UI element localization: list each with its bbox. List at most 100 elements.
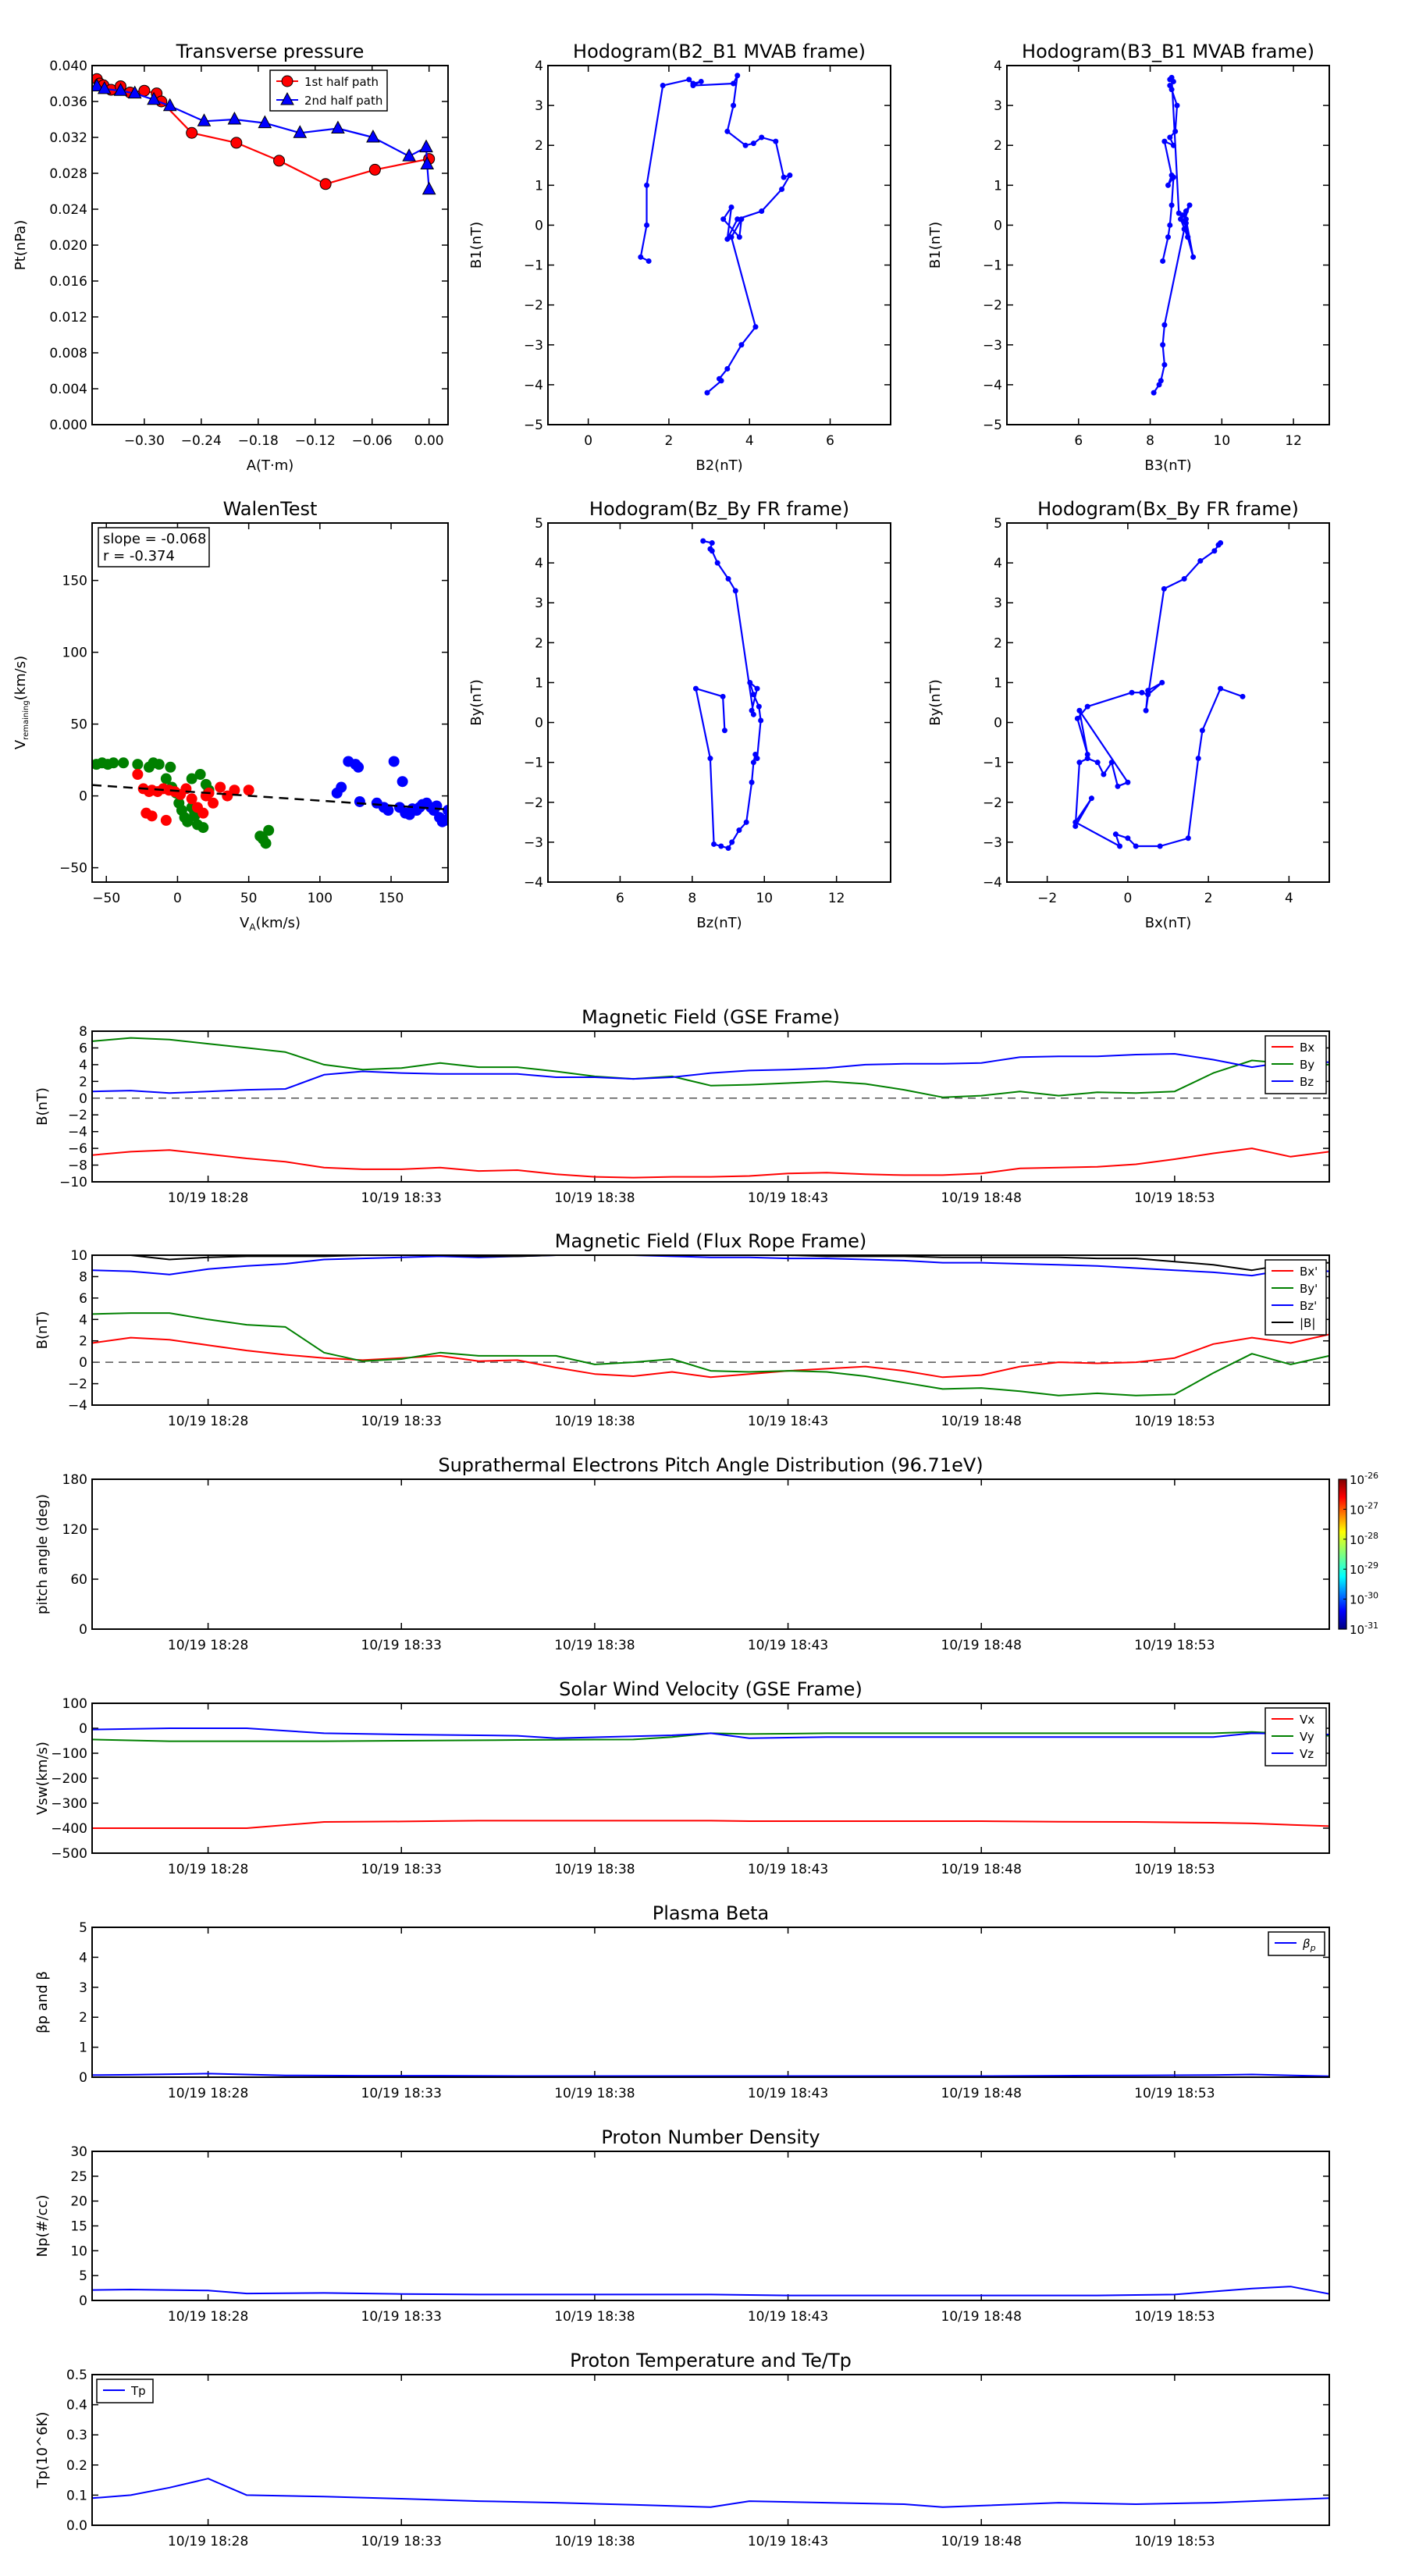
magnetic-field-fr-bx-line (92, 1333, 1329, 1379)
hodogram-b2-b1-series-1-point (728, 234, 735, 240)
y-tick-label: 0.004 (49, 382, 87, 397)
y-tick-label: 0.4 (66, 2398, 87, 2414)
walen-test-series-1-point (197, 822, 209, 834)
magnetic-field-fr-legend: Bx' By' Bz' |B| (1264, 1259, 1327, 1336)
hodogram-b2-b1-series-1-point (724, 236, 731, 242)
proton-temperature-ylabel: Tp(10^6K) (34, 2412, 51, 2489)
y-tick-label: 100 (62, 646, 87, 661)
hodogram-bx-by-series-1-point (1101, 771, 1107, 777)
walen-test-series-3-point (439, 814, 448, 826)
walen-test-series-3-point (353, 761, 365, 773)
hodogram-bx-by-series-1-point (1072, 819, 1079, 825)
hodogram-bx-by-series-1-point (1115, 783, 1121, 789)
walen-test-series-1-point (132, 759, 144, 770)
transverse-pressure-2nd-half-path-point (162, 98, 177, 112)
y-tick-label: 0 (79, 2070, 87, 2086)
hodogram-b3-b1-series-1-point (1160, 258, 1166, 264)
x-tick-label: 10/19 18:53 (1134, 2534, 1215, 2549)
y-tick-label: −400 (51, 1821, 87, 1837)
hodogram-b2-b1-series-1-point (773, 138, 779, 144)
hodogram-b3-b1-series-1-point (1170, 142, 1176, 148)
y-tick-label: 0.000 (49, 418, 87, 433)
y-tick-label: 6 (79, 1041, 87, 1056)
x-tick-label: 10/19 18:48 (941, 1414, 1022, 1429)
y-tick-label: 0.5 (66, 2368, 87, 2383)
y-tick-label: 1 (994, 178, 1002, 194)
colorbar-label: 10-29 (1350, 1560, 1378, 1577)
hodogram-bz-by-xlabel: Bz(nT) (696, 915, 742, 931)
hodogram-b2-b1-series-1-point (779, 186, 785, 192)
colorbar-label: 10-30 (1350, 1591, 1378, 1607)
proton-density-panel: Proton Number Density 10/19 18:28 10/19 18… (34, 2126, 1330, 2325)
y-tick-label: −4 (68, 1125, 87, 1140)
hodogram-bx-by-series-1-point (1076, 760, 1083, 766)
hodogram-bx-by-series-1-point (1129, 689, 1135, 696)
walen-test-series-2-point (146, 810, 158, 822)
y-tick-label: 3 (79, 1980, 87, 1996)
magnetic-field-gse-by-line (92, 1037, 1329, 1098)
y-tick-label: −10 (59, 1175, 87, 1190)
y-tick-label: −100 (51, 1746, 87, 1762)
pitch-angle-ylabel: pitch angle (deg) (34, 1494, 51, 1614)
legend-label: |B| (1300, 1316, 1315, 1330)
hodogram-bx-by-series-1-point (1108, 760, 1115, 766)
magnetic-field-gse-plot-area (92, 1037, 1329, 1179)
hodogram-b2-b1-title: Hodogram(B2_B1 MVAB frame) (573, 41, 866, 62)
x-tick-label: 10 (1214, 433, 1231, 449)
walen-test-series-3-point (397, 776, 408, 788)
hodogram-b2-b1-series-1-point (718, 378, 724, 384)
y-tick-label: 5 (535, 516, 543, 532)
hodogram-bz-by-series-1-point (754, 756, 760, 762)
x-tick-label: 10 (756, 891, 773, 906)
y-tick-label: −2 (983, 795, 1002, 811)
hodogram-b3-b1-series-1-point (1156, 382, 1162, 388)
legend-label: By (1300, 1058, 1314, 1072)
y-tick-label: 4 (79, 1950, 87, 1966)
x-tick-label: 6 (826, 433, 834, 449)
hodogram-b2-b1-series-1-point (759, 134, 765, 141)
y-tick-label: −6 (68, 1141, 87, 1157)
transverse-pressure-2nd-half-path-point (147, 91, 161, 105)
x-tick-label: 10/19 18:33 (361, 1862, 442, 1877)
hodogram-b3-b1-series-1-point (1161, 361, 1168, 368)
magnetic-field-fr-b-line (92, 1255, 1329, 1272)
transverse-pressure-2nd-half-path-point (197, 113, 212, 126)
x-tick-label: 6 (1074, 433, 1083, 449)
transverse-pressure-xlabel: A(T·m) (247, 457, 294, 474)
y-tick-label: 6 (79, 1291, 87, 1307)
legend-label: Vy (1300, 1730, 1314, 1744)
magnetic-field-gse-panel: Magnetic Field (GSE Frame) 10/19 18:28 10/… (34, 1006, 1330, 1206)
colorbar-label: 10-31 (1350, 1621, 1378, 1637)
walen-test-series-1-point (153, 759, 165, 770)
solar-wind-velocity-vz-line (92, 1727, 1329, 1739)
plasma-beta-ylabel: βp and β (34, 1971, 51, 2033)
x-tick-label: 10/19 18:28 (168, 2086, 248, 2101)
y-tick-label: −2 (68, 1377, 87, 1393)
hodogram-bx-by-series-1-point (1133, 843, 1139, 849)
y-tick-label: −3 (524, 835, 543, 851)
hodogram-bx-by-series-1-point (1197, 558, 1204, 564)
hodogram-bx-by-plot-area (1072, 540, 1246, 849)
y-tick-label: 4 (79, 1058, 87, 1073)
colorbar (1338, 1478, 1347, 1630)
hodogram-bx-by-series-1-point (1125, 779, 1131, 785)
walen-annotation-box (98, 527, 210, 568)
y-tick-label: −4 (983, 875, 1002, 891)
x-tick-label: 10/19 18:53 (1134, 2309, 1215, 2325)
x-tick-label: 10/19 18:48 (941, 1862, 1022, 1877)
hodogram-b3-b1-series-1-point (1165, 182, 1171, 188)
transverse-pressure-2nd-half-path-point (419, 139, 433, 153)
hodogram-b2-b1-series-1-point (638, 254, 644, 260)
hodogram-bx-by-axes-frame (1006, 522, 1330, 883)
hodogram-b3-b1-series-1-point (1183, 208, 1189, 215)
hodogram-bz-by-series-1-point (756, 703, 762, 710)
solar-wind-velocity-vy-line (92, 1731, 1329, 1742)
y-tick-label: −1 (524, 258, 543, 274)
hodogram-bx-by-series-1-point (1072, 823, 1079, 829)
hodogram-bx-by-series-1-point (1159, 679, 1165, 685)
hodogram-bz-by-plot-area (692, 538, 764, 852)
x-tick-label: 10/19 18:43 (748, 1862, 828, 1877)
hodogram-bz-by-series-1-point (718, 843, 724, 849)
magnetic-field-gse-title: Magnetic Field (GSE Frame) (582, 1006, 840, 1028)
magnetic-field-fr-ylabel: B(nT) (34, 1311, 51, 1350)
